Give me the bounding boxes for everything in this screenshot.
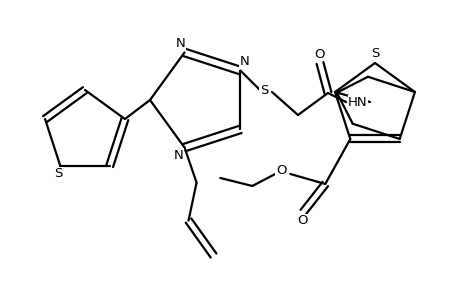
Text: S: S: [259, 83, 268, 97]
Text: O: O: [275, 164, 286, 178]
Text: O: O: [314, 47, 325, 61]
Text: N: N: [175, 37, 185, 50]
Text: O: O: [297, 214, 307, 227]
Text: S: S: [54, 167, 62, 181]
Text: S: S: [370, 46, 378, 59]
Text: HN: HN: [347, 95, 367, 109]
Text: N: N: [174, 149, 183, 162]
Text: N: N: [239, 55, 249, 68]
